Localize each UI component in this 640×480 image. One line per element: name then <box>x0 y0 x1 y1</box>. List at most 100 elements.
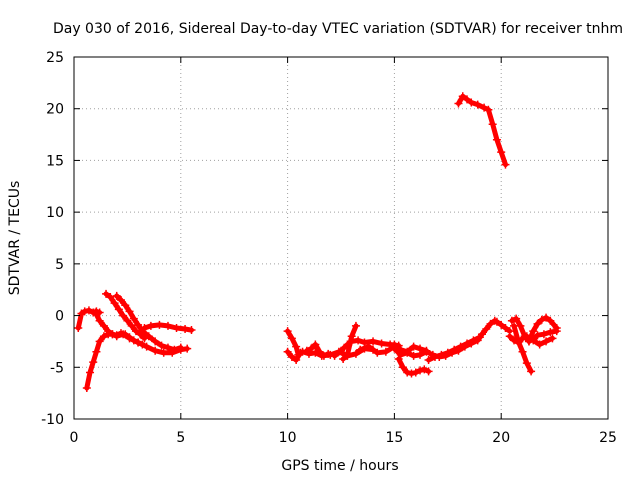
data-point <box>507 316 516 325</box>
y-tick-label: -5 <box>50 360 64 376</box>
data-point <box>416 366 425 375</box>
series-arc-3 <box>91 308 147 349</box>
data-point <box>403 347 412 356</box>
data-point <box>74 323 83 332</box>
data-point <box>492 317 501 326</box>
y-tick-label: 15 <box>46 153 64 169</box>
x-tick-label: 10 <box>279 430 297 446</box>
series-arc-5 <box>112 291 185 354</box>
data-point <box>533 331 542 340</box>
chart-title: Day 030 of 2016, Sidereal Day-to-day VTE… <box>53 21 623 37</box>
data-point <box>138 340 147 349</box>
data-point <box>116 329 125 338</box>
data-point <box>390 340 399 349</box>
data-point <box>151 346 160 355</box>
data-point <box>473 100 482 109</box>
series-arc-21 <box>505 332 557 349</box>
data-point <box>424 356 433 365</box>
data-point <box>114 305 123 314</box>
data-point <box>170 345 179 354</box>
data-point <box>529 336 538 345</box>
data-point <box>514 338 523 347</box>
series-arc-22 <box>492 317 514 336</box>
data-point <box>518 347 527 356</box>
data-point <box>364 342 373 351</box>
data-point <box>187 326 196 335</box>
series-arc-6 <box>140 320 196 335</box>
data-point <box>296 348 305 357</box>
data-point <box>467 98 476 107</box>
data-point <box>92 347 101 356</box>
data-point <box>409 351 418 360</box>
data-point <box>409 342 418 351</box>
data-point <box>151 337 160 346</box>
data-point <box>475 333 484 342</box>
data-point <box>458 92 467 101</box>
data-point <box>552 323 561 332</box>
data-point <box>537 315 546 324</box>
data-point <box>510 321 519 330</box>
data-point <box>104 327 113 336</box>
data-point <box>522 332 531 341</box>
x-tick-label: 20 <box>492 430 510 446</box>
series-arc-11 <box>339 321 360 364</box>
data-point <box>292 342 301 351</box>
data-point <box>125 307 134 316</box>
series-trace <box>456 93 508 168</box>
data-point <box>542 337 551 346</box>
data-point <box>351 349 360 358</box>
data-point <box>99 332 108 341</box>
data-point <box>183 344 192 353</box>
data-point <box>356 345 365 354</box>
data-point <box>319 351 328 360</box>
y-tick-label: 10 <box>46 205 64 221</box>
series-trace <box>494 319 513 334</box>
data-point <box>106 292 115 301</box>
data-point <box>546 316 555 325</box>
data-point <box>82 383 91 392</box>
data-point <box>155 320 164 329</box>
data-point <box>95 316 104 325</box>
data-point <box>377 339 386 348</box>
data-point <box>360 338 369 347</box>
data-point <box>172 323 181 332</box>
data-point <box>324 349 333 358</box>
data-point <box>469 336 478 345</box>
series-arc-8 <box>283 347 305 365</box>
data-point <box>181 325 190 334</box>
series-arc-17 <box>454 92 510 169</box>
series-arc-15 <box>390 340 431 356</box>
series-trace <box>285 349 303 363</box>
data-point <box>369 337 378 346</box>
data-point <box>510 336 519 345</box>
data-point <box>463 339 472 348</box>
data-layer <box>74 92 561 392</box>
data-point <box>112 291 121 300</box>
axis-ticks: 0 5 10 15 20 25 -10 -5 0 5 10 15 20 25 <box>41 50 617 446</box>
data-point <box>420 365 429 374</box>
data-point <box>134 338 143 347</box>
data-point <box>488 120 497 129</box>
data-point <box>454 99 463 108</box>
data-point <box>144 332 153 341</box>
y-tick-label: 25 <box>46 50 64 66</box>
x-tick-label: 15 <box>385 430 403 446</box>
data-point <box>529 327 538 336</box>
series-arc-9 <box>302 340 333 360</box>
data-point <box>351 321 360 330</box>
data-point <box>91 308 100 317</box>
data-point <box>539 330 548 339</box>
data-point <box>512 314 521 323</box>
x-axis-label: GPS time / hours <box>281 458 398 474</box>
data-point <box>430 352 439 361</box>
data-point <box>463 95 472 104</box>
y-axis-label: SDTVAR / TECUs <box>7 181 23 296</box>
data-point <box>486 319 495 328</box>
y-tick-label: 5 <box>55 257 64 273</box>
data-point <box>163 321 172 330</box>
data-point <box>482 325 491 334</box>
data-point <box>163 343 172 352</box>
data-point <box>535 340 544 349</box>
data-point <box>394 355 403 364</box>
